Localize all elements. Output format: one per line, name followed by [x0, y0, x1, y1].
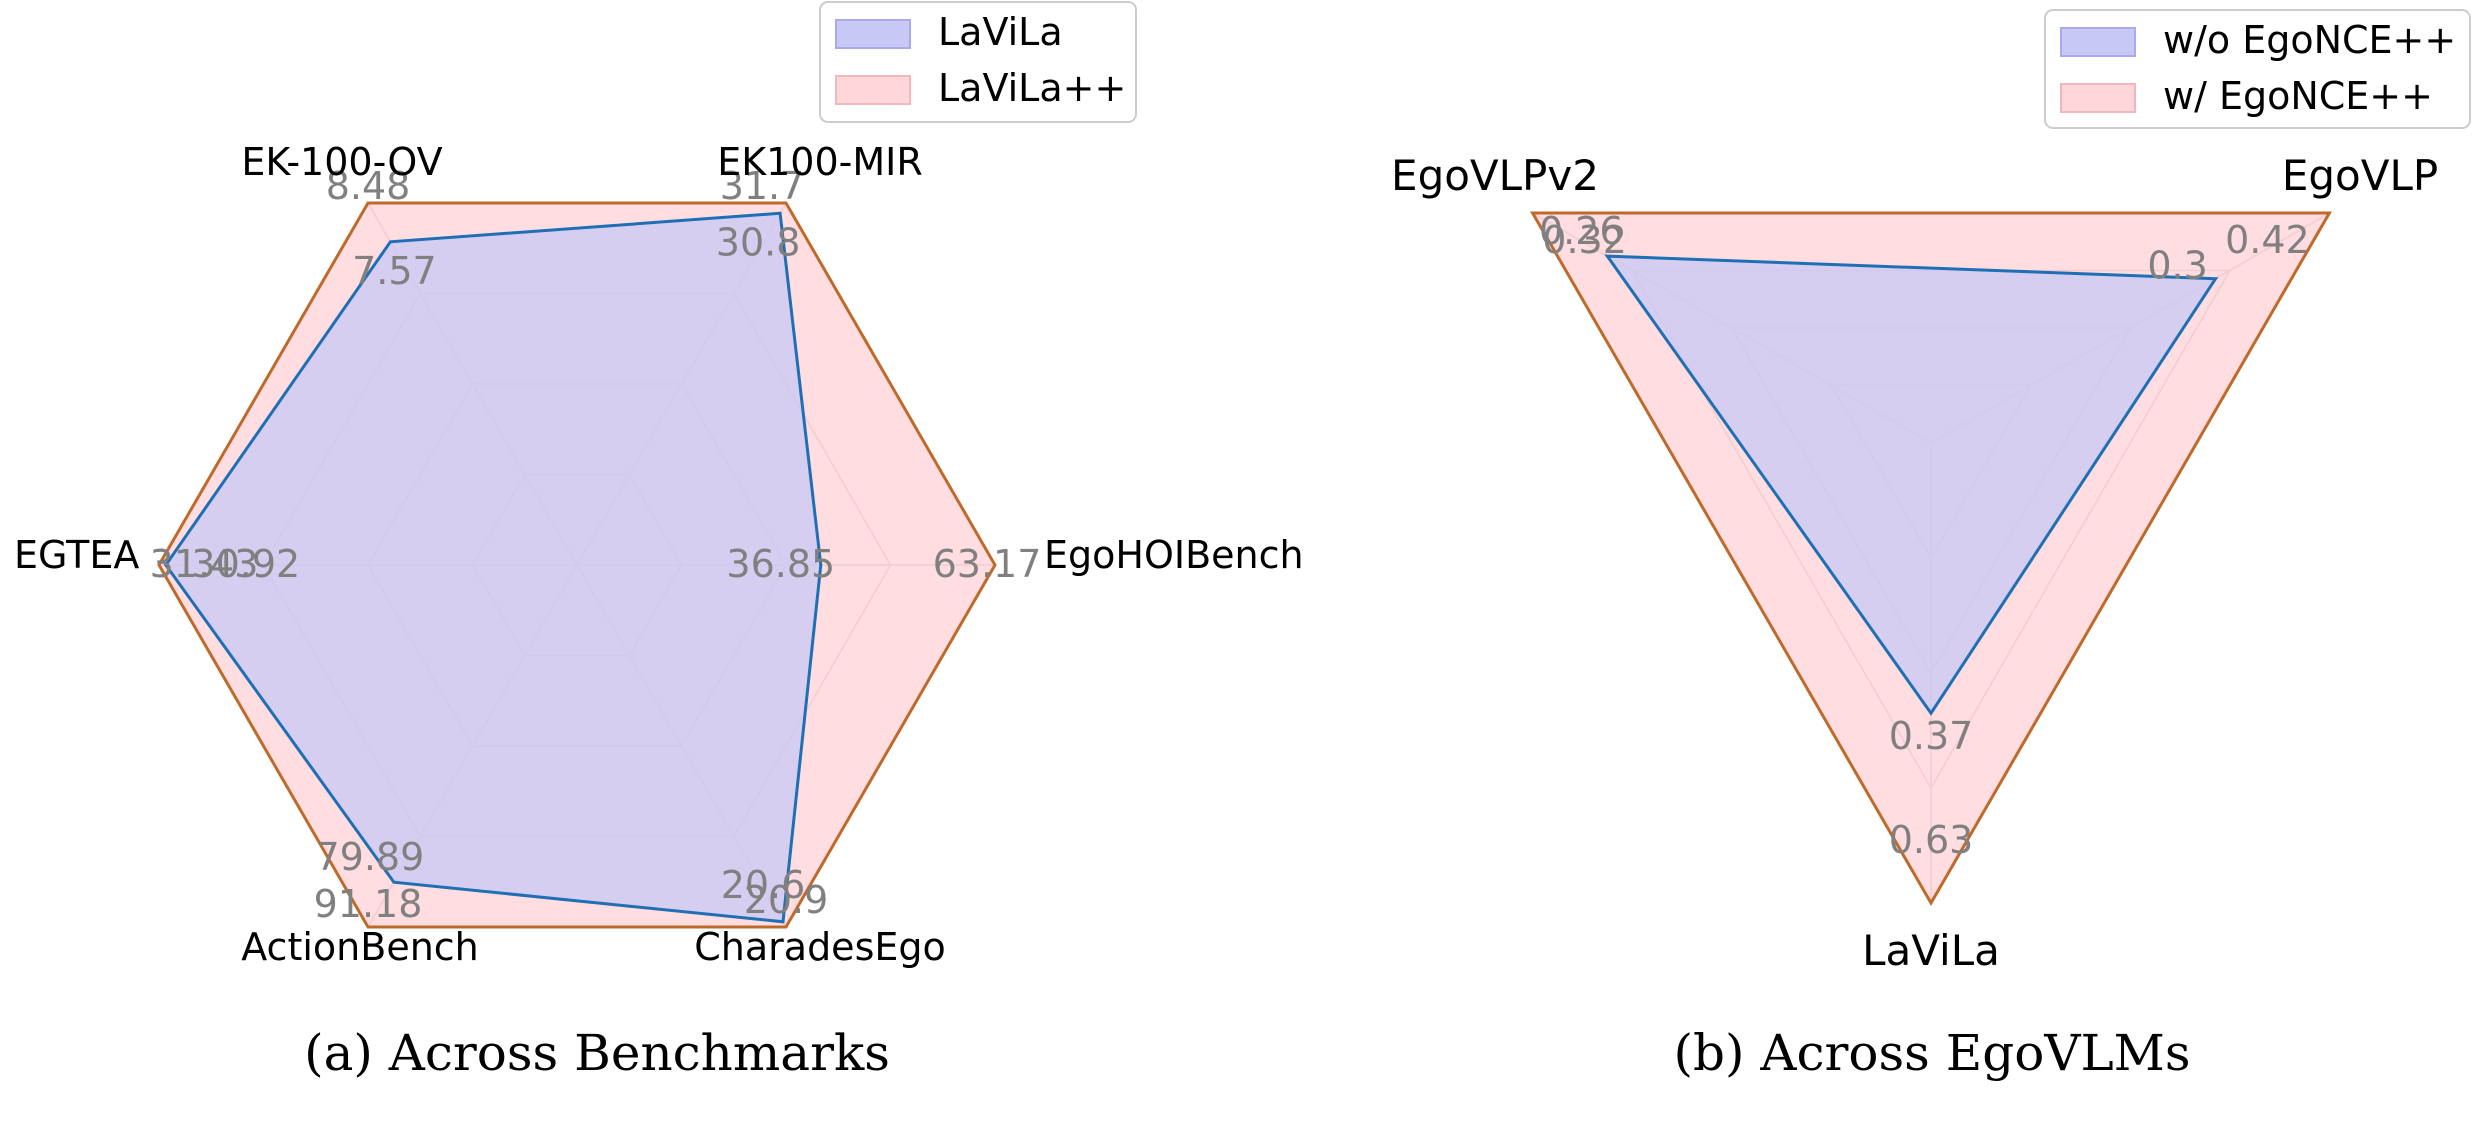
legend-label: LaViLa [938, 10, 1063, 54]
axis-label: EgoHOIBench [1044, 533, 1304, 577]
axis-label: EGTEA [14, 533, 139, 577]
value-label: 8.48 [326, 164, 411, 208]
legend: w/o EgoNCE++ w/ EgoNCE++ [2044, 9, 2471, 129]
value-label: 0.42 [2225, 218, 2310, 262]
value-label: 20.6 [721, 863, 806, 907]
radar-labels: 30.8 7.57 30.92 79.89 20.6 36.85 31.7 8.48 31.43… [14, 140, 1304, 969]
axis-label: EK100-MIR [717, 140, 923, 184]
axis-label: EgoVLPv2 [1391, 151, 1599, 200]
value-label: 31.43 [150, 542, 259, 586]
legend-label: LaViLa++ [938, 66, 1126, 110]
legend-label: w/o EgoNCE++ [2163, 18, 2456, 62]
legend-swatch [2060, 83, 2136, 113]
value-label: 0.63 [1889, 818, 1974, 862]
value-label: 0.32 [1542, 218, 1627, 262]
value-label: 36.85 [726, 542, 835, 586]
legend-swatch [2060, 27, 2136, 57]
radar-labels: 0.3 0.26 0.37 0.42 0.32 0.63 EgoVLP EgoVLPv2 LaV… [1391, 151, 2438, 975]
value-label: 79.89 [316, 835, 425, 879]
caption-a: (a) Across Benchmarks [304, 1024, 890, 1082]
radar-series [1530, 211, 2332, 906]
axis-label: ActionBench [241, 925, 479, 969]
value-label: 0.26 [1539, 209, 1624, 253]
value-label: 0.37 [1889, 714, 1974, 758]
value-label: 20.9 [744, 878, 829, 922]
caption-b: (b) Across EgoVLMs [1673, 1024, 2190, 1082]
axis-label: EK-100-OV [241, 140, 442, 184]
legend: LaViLa LaViLa++ [819, 1, 1137, 123]
series-area-lavila [163, 211, 823, 924]
legend-swatch [835, 19, 911, 49]
value-label: 30.92 [191, 542, 300, 586]
value-label: 7.57 [352, 249, 437, 293]
legend-label: w/ EgoNCE++ [2163, 74, 2433, 118]
radar-chart-benchmarks: 30.8 7.57 30.92 79.89 20.6 36.85 31.7 8.48 31.43… [14, 1, 1304, 1082]
radar-chart-egovlms: 0.3 0.26 0.37 0.42 0.32 0.63 EgoVLP EgoVLPv2 LaV… [1391, 9, 2471, 1082]
value-label: 0.3 [2147, 244, 2207, 288]
value-label: 63.17 [933, 542, 1042, 586]
axis-label: LaViLa [1862, 926, 2000, 975]
value-label: 30.8 [716, 220, 801, 264]
axis-label: CharadesEgo [694, 925, 946, 969]
axis-label: EgoVLP [2282, 151, 2438, 200]
value-label: 91.18 [314, 882, 423, 926]
legend-box [2044, 9, 2471, 129]
value-label: 31.7 [720, 164, 805, 208]
radar-series [157, 201, 997, 929]
series-area-w-o-egonce- [1604, 254, 2219, 716]
legend-swatch [835, 75, 911, 105]
